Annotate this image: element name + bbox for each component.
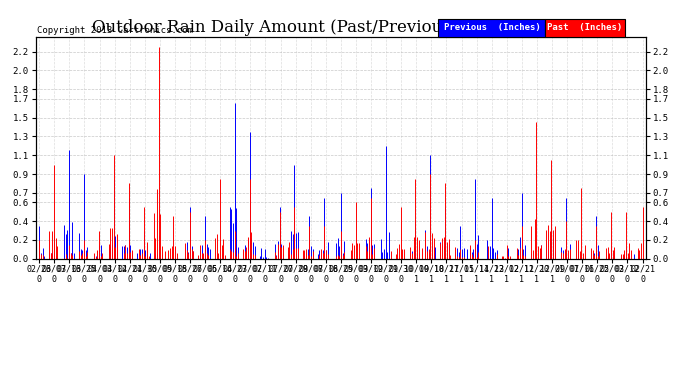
Text: Copyright 2013 Cartronics.com: Copyright 2013 Cartronics.com: [37, 26, 193, 35]
Title: Outdoor Rain Daily Amount (Past/Previous Year) 20130226: Outdoor Rain Daily Amount (Past/Previous…: [92, 19, 590, 36]
Text: Past  (Inches): Past (Inches): [547, 23, 622, 32]
Text: Previous  (Inches): Previous (Inches): [444, 23, 540, 32]
